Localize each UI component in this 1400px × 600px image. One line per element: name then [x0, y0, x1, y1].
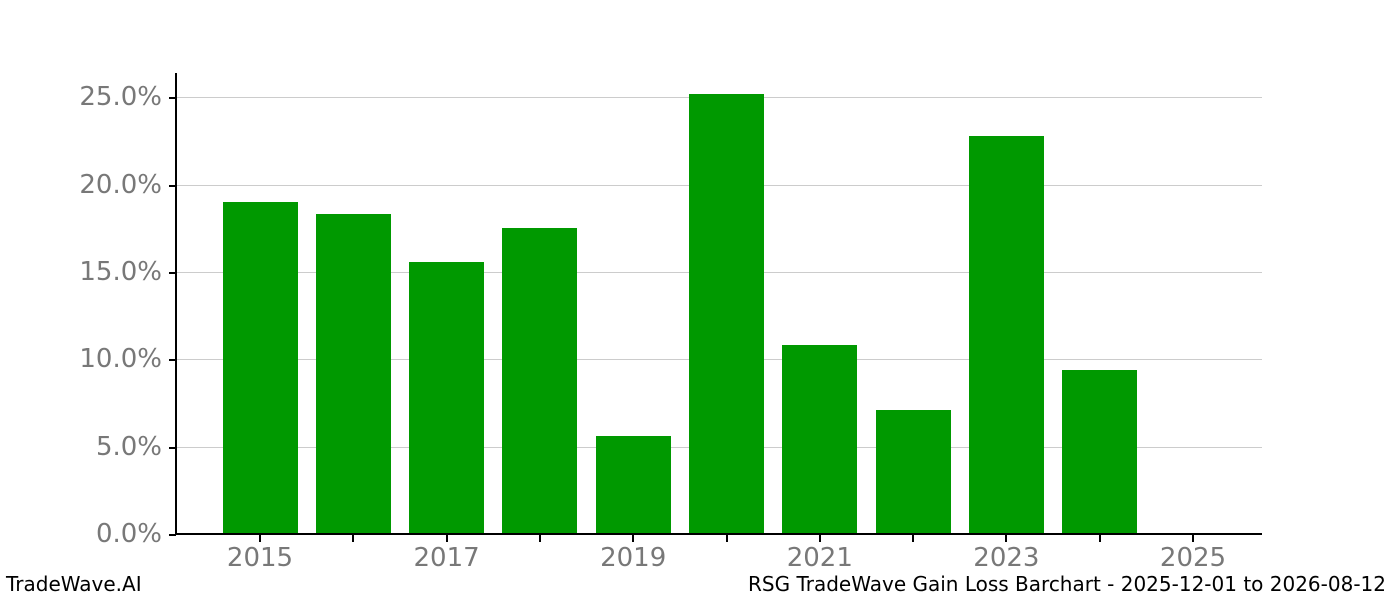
y-axis-tick-label: 0.0%: [95, 519, 162, 549]
chart-title: RSG TradeWave Gain Loss Barchart - 2025-…: [748, 572, 1386, 596]
y-tick-mark: [169, 97, 176, 100]
y-tick-mark: [169, 359, 176, 362]
y-tick-mark: [169, 534, 176, 536]
y-axis-tick-label: 15.0%: [79, 257, 162, 288]
x-tick-mark: [912, 535, 915, 542]
bar-2020: [689, 93, 764, 534]
y-axis-tick-label: 10.0%: [79, 344, 162, 375]
x-axis-tick-label: 2017: [413, 543, 480, 573]
x-tick-mark: [1192, 535, 1194, 542]
x-tick-mark: [818, 535, 821, 542]
y-tick-mark: [169, 446, 176, 449]
x-axis-tick-label: 2025: [1159, 543, 1227, 573]
bar-2015: [222, 202, 298, 534]
bar-2019: [595, 436, 671, 534]
x-tick-mark: [725, 535, 728, 542]
x-axis-tick-label: 2023: [973, 543, 1040, 573]
x-tick-mark: [1005, 535, 1008, 542]
bar-2021: [782, 345, 858, 534]
y-axis-tick-label: 25.0%: [79, 82, 162, 113]
y-tick-mark: [169, 272, 176, 275]
bar-2017: [409, 261, 485, 534]
x-tick-mark: [352, 535, 355, 542]
bar-2024: [1062, 369, 1138, 534]
x-tick-mark: [445, 535, 448, 542]
x-axis-spine: [175, 533, 1262, 535]
y-axis-tick-label: 5.0%: [95, 431, 162, 462]
x-tick-mark: [538, 535, 541, 542]
y-axis-spine: [175, 73, 177, 535]
y-tick-mark: [169, 184, 176, 187]
x-tick-mark: [632, 535, 635, 542]
x-axis-tick-label: 2015: [226, 543, 294, 573]
x-tick-mark: [259, 535, 261, 542]
bar-2016: [315, 214, 391, 534]
x-axis-tick-label: 2021: [786, 543, 853, 573]
x-tick-mark: [1098, 535, 1101, 542]
bar-2023: [968, 135, 1044, 534]
bar-2022: [875, 410, 951, 534]
watermark-brand: TradeWave.AI: [6, 572, 142, 596]
bar-2018: [502, 228, 578, 534]
y-axis-tick-label: 20.0%: [79, 169, 162, 200]
x-axis-tick-label: 2019: [600, 543, 667, 573]
